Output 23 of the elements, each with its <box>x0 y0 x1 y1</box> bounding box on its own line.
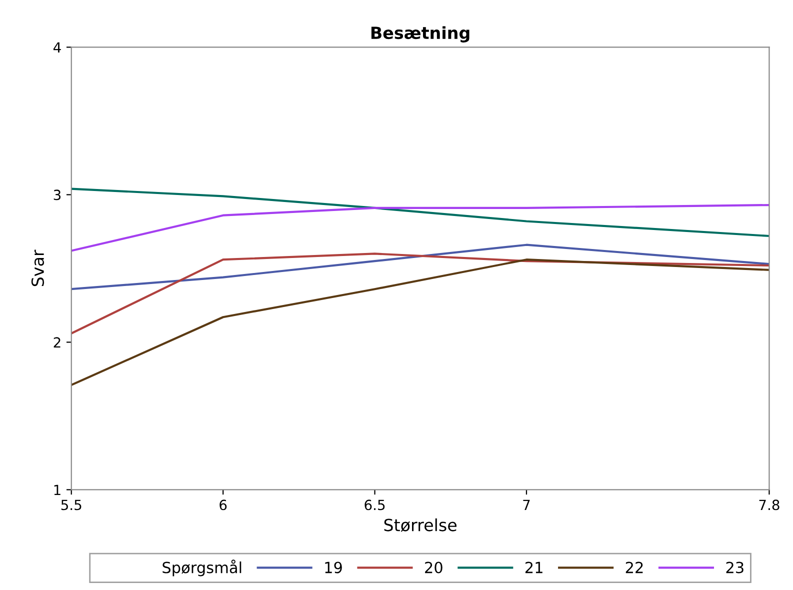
legend-label: 20 <box>425 562 442 574</box>
x-tick-label: 6.5 <box>364 500 385 510</box>
line-series <box>71 188 770 238</box>
legend-label: 19 <box>325 562 342 574</box>
y-tick-label: 2 <box>54 337 60 348</box>
y-tick-label: 3 <box>54 190 61 200</box>
line-series <box>71 204 770 252</box>
legend-label: 23 <box>726 562 744 574</box>
line-series <box>71 252 770 334</box>
y-tick-label: 4 <box>53 42 61 52</box>
y-tick-label: 1 <box>54 484 60 495</box>
line-series <box>71 258 770 386</box>
chart-title: Besætning <box>371 26 470 42</box>
y-axis-title: Svar <box>31 250 44 286</box>
x-tick-label: 5.5 <box>61 500 82 510</box>
legend-label: 21 <box>525 562 542 574</box>
x-tick-label: 7.8 <box>759 500 780 510</box>
line-series <box>71 244 770 290</box>
x-axis-title: Størrelse <box>384 518 456 532</box>
legend-label: 22 <box>626 562 643 574</box>
x-tick-label: 7 <box>523 500 530 510</box>
legend-title: Spørgsmål <box>162 560 242 576</box>
x-tick-label: 6 <box>220 500 227 510</box>
